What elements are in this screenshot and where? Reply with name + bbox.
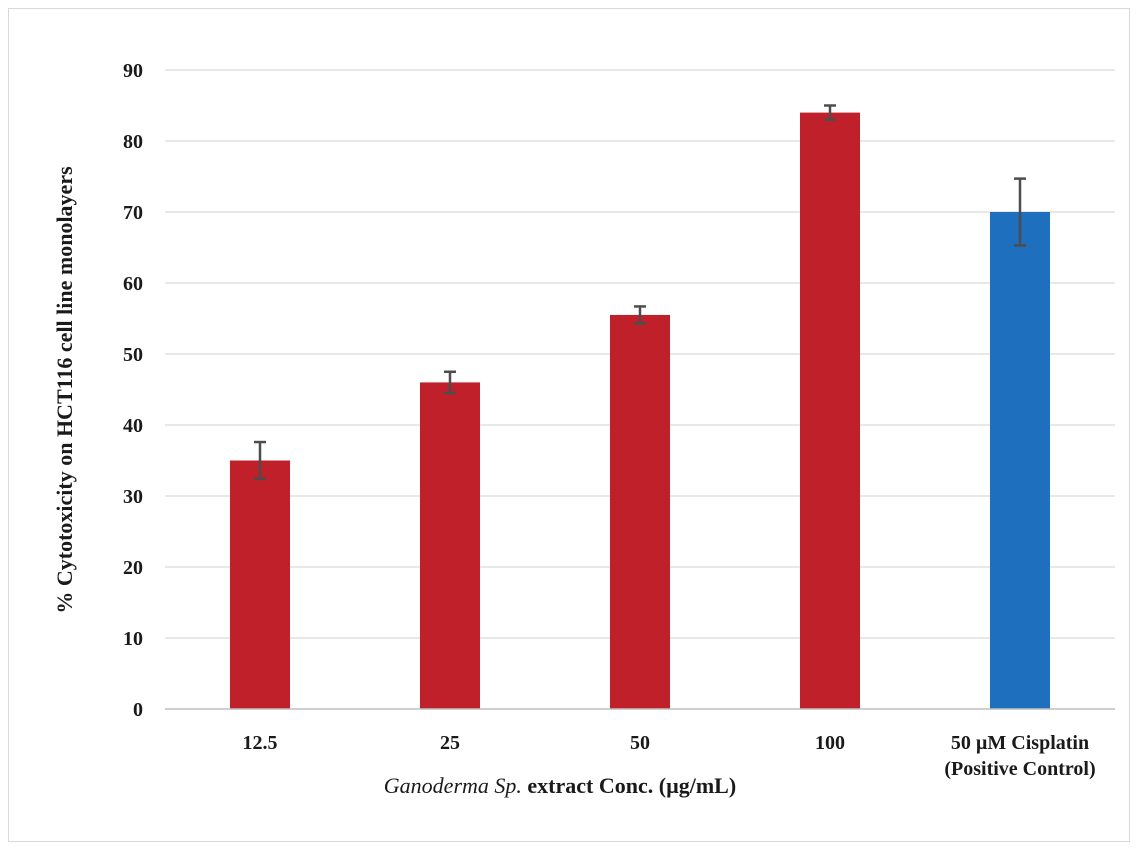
y-tick-label: 0 — [133, 699, 143, 721]
x-axis-label-rest: extract Conc. (µg/mL) — [522, 773, 736, 798]
y-tick-label: 30 — [123, 486, 143, 508]
bar — [990, 212, 1050, 709]
x-tick-label: 12.5 — [243, 732, 278, 754]
y-tick-label: 10 — [123, 628, 143, 650]
error-bar — [824, 104, 836, 121]
y-axis-label: % Cytotoxicity on HCT116 cell line monol… — [52, 166, 77, 614]
error-bar — [254, 440, 266, 481]
x-tick-label: (Positive Control) — [944, 758, 1095, 780]
bar — [610, 314, 670, 709]
x-axis-label: Ganoderma Sp. extract Conc. (µg/mL) — [384, 773, 736, 798]
bar — [230, 460, 290, 709]
error-bars — [254, 104, 1026, 481]
y-tick-label: 70 — [123, 202, 143, 224]
x-tick-label: 50 µM Cisplatin — [951, 732, 1089, 754]
bars — [230, 112, 1050, 710]
x-tick-labels: 12.5 25 50 100 50 µM Cisplatin (Positive Cont… — [243, 732, 1096, 780]
error-bar — [1014, 177, 1026, 247]
y-tick-label: 90 — [123, 60, 143, 82]
y-tick-label: 20 — [123, 557, 143, 579]
bar — [420, 382, 480, 709]
x-tick-label: 25 — [440, 732, 460, 754]
x-tick-label: 100 — [815, 732, 845, 754]
y-tick-label: 60 — [123, 273, 143, 295]
gridlines — [165, 69, 1115, 639]
bar — [800, 112, 860, 710]
x-axis-label-italic: Ganoderma Sp. — [384, 773, 522, 798]
error-bar — [634, 305, 646, 325]
y-tick-labels: 0 10 20 30 40 50 60 70 80 90 — [123, 60, 143, 721]
x-tick-label: 50 — [630, 732, 650, 754]
y-tick-label: 80 — [123, 131, 143, 153]
y-tick-label: 40 — [123, 415, 143, 437]
error-bar — [444, 370, 456, 395]
y-tick-label: 50 — [123, 344, 143, 366]
